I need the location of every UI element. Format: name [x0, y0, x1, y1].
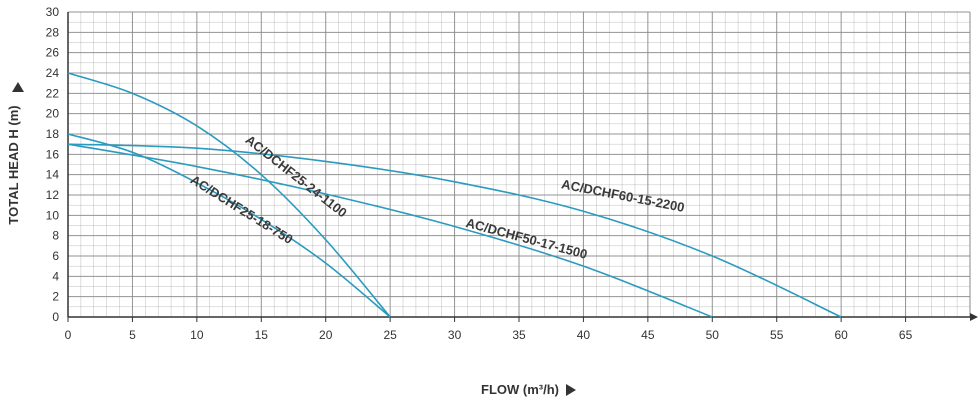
- y-tick-label: 16: [46, 147, 60, 161]
- y-tick-label: 12: [46, 188, 60, 202]
- y-tick-label: 4: [52, 269, 59, 283]
- series-label: AC/DCHF25-24-1100: [243, 132, 350, 220]
- y-axis-arrow-icon: [12, 82, 24, 92]
- series-line-ac-dchf25-18-750: [67, 133, 391, 318]
- y-tick-label: 8: [52, 229, 59, 243]
- x-tick-label: 20: [319, 328, 333, 342]
- x-tick-label: 25: [383, 328, 397, 342]
- x-tick-label: 0: [65, 328, 72, 342]
- y-tick-label: 18: [46, 127, 60, 141]
- y-tick-label: 28: [46, 25, 60, 39]
- y-tick-label: 30: [46, 5, 60, 19]
- series-label: AC/DCHF50-17-1500: [464, 215, 589, 262]
- x-tick-label: 30: [448, 328, 462, 342]
- x-tick-label: 65: [899, 328, 913, 342]
- x-axis-arrow-icon: [566, 384, 576, 396]
- series-curves: [67, 72, 842, 318]
- y-tick-label: 6: [52, 249, 59, 263]
- x-axis-title: FLOW (m³/h): [481, 382, 559, 397]
- x-tick-label: 55: [770, 328, 784, 342]
- y-tick-label: 14: [46, 168, 60, 182]
- x-tick-labels: 0 5 10 15 20 25 30 35 40 45 50 55 60 65: [65, 317, 913, 342]
- x-axis-end-arrow-icon: [970, 313, 978, 321]
- series-label: AC/DCHF60-15-2200: [560, 176, 686, 215]
- x-tick-label: 40: [577, 328, 591, 342]
- y-tick-label: 22: [46, 86, 60, 100]
- series-line-ac-dchf60-15-2200: [67, 143, 842, 318]
- x-tick-label: 45: [641, 328, 655, 342]
- x-tick-label: 35: [512, 328, 526, 342]
- y-tick-label: 2: [52, 290, 59, 304]
- series-line-ac-dchf50-17-1500: [67, 143, 713, 318]
- x-tick-label: 50: [706, 328, 720, 342]
- y-axis-title: TOTAL HEAD H (m): [6, 105, 21, 224]
- x-tick-label: 60: [834, 328, 848, 342]
- x-tick-label: 15: [255, 328, 269, 342]
- x-tick-label: 5: [129, 328, 136, 342]
- y-tick-label: 0: [52, 310, 59, 324]
- y-tick-label: 10: [46, 208, 60, 222]
- y-tick-label: 20: [46, 107, 60, 121]
- y-tick-label: 24: [46, 66, 60, 80]
- grid: [68, 11, 971, 317]
- x-tick-label: 10: [190, 328, 204, 342]
- y-tick-label: 26: [46, 46, 60, 60]
- series-line-ac-dchf25-24-1100: [67, 72, 391, 318]
